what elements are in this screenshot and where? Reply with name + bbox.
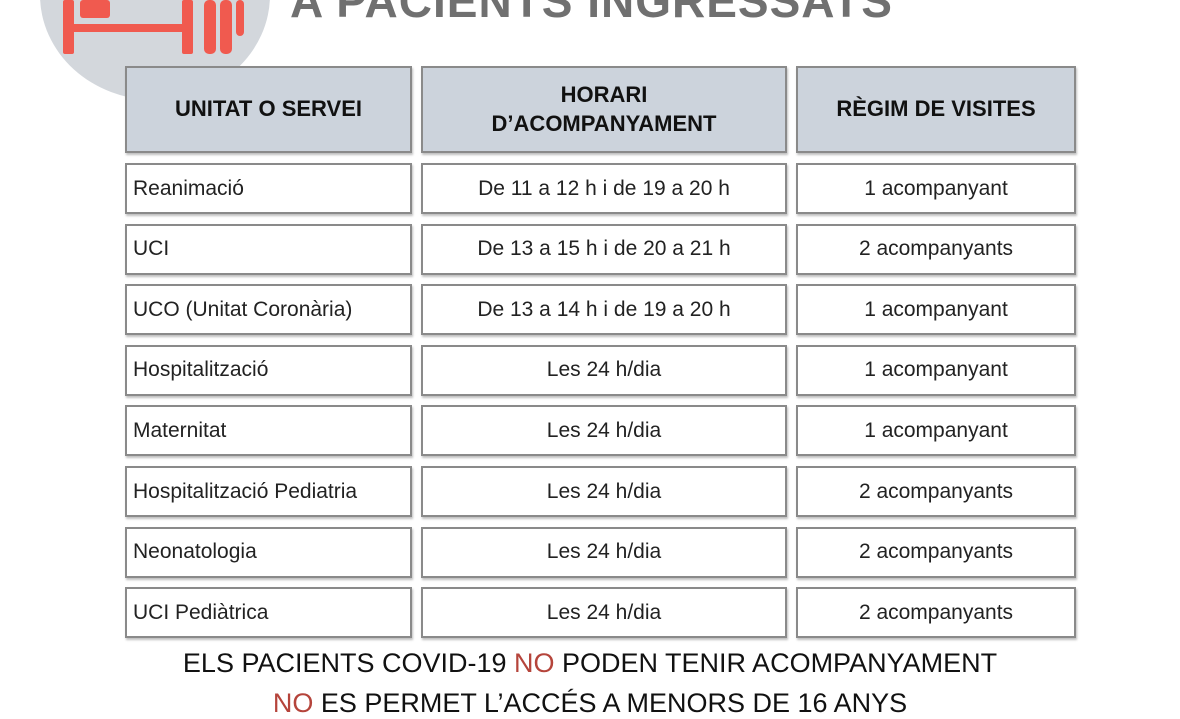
visits-cell: 2 acompanyants bbox=[796, 466, 1076, 517]
visits-cell: 1 acompanyant bbox=[796, 344, 1076, 396]
covid-note: ELS PACIENTS COVID-19 NO PODEN TENIR ACO… bbox=[182, 648, 998, 678]
visits-cell: 2 acompanyants bbox=[796, 223, 1076, 275]
schedule-cell: Les 24 h/dia bbox=[421, 587, 787, 639]
schedule-cell: Les 24 h/dia bbox=[421, 466, 787, 517]
unit-cell: Hospitalització Pediatria bbox=[125, 466, 412, 517]
header-schedule: HORARI D’ACOMPANYAMENT bbox=[421, 66, 787, 153]
minors-note: NO ES PERMET L’ACCÉS A MENORS DE 16 ANYS bbox=[272, 688, 908, 718]
unit-cell: UCI Pediàtrica bbox=[125, 587, 412, 639]
schedule-cell: De 11 a 12 h i de 19 a 20 h bbox=[421, 163, 787, 214]
visits-cell: 2 acompanyants bbox=[796, 526, 1076, 578]
unit-cell: UCI bbox=[125, 223, 412, 275]
schedule-cell: Les 24 h/dia bbox=[421, 405, 787, 457]
unit-cell: Hospitalització bbox=[125, 344, 412, 396]
visits-cell: 1 acompanyant bbox=[796, 284, 1076, 336]
visits-cell: 2 acompanyants bbox=[796, 587, 1076, 639]
unit-cell: Maternitat bbox=[125, 405, 412, 457]
page-title: A PACIENTS INGRESSATS bbox=[290, 0, 893, 27]
schedule-cell: De 13 a 15 h i de 20 a 21 h bbox=[421, 223, 787, 275]
unit-cell: Reanimació bbox=[125, 163, 412, 214]
schedule-cell: Les 24 h/dia bbox=[421, 526, 787, 578]
visits-cell: 1 acompanyant bbox=[796, 163, 1076, 214]
hospital-bed-icon bbox=[63, 0, 244, 54]
unit-cell: UCO (Unitat Coronària) bbox=[125, 284, 412, 336]
header-visits: RÈGIM DE VISITES bbox=[796, 66, 1076, 153]
visits-cell: 1 acompanyant bbox=[796, 405, 1076, 457]
schedule-cell: De 13 a 14 h i de 19 a 20 h bbox=[421, 284, 787, 336]
header-unit: UNITAT O SERVEI bbox=[125, 66, 412, 153]
schedule-cell: Les 24 h/dia bbox=[421, 344, 787, 396]
unit-cell: Neonatologia bbox=[125, 526, 412, 578]
